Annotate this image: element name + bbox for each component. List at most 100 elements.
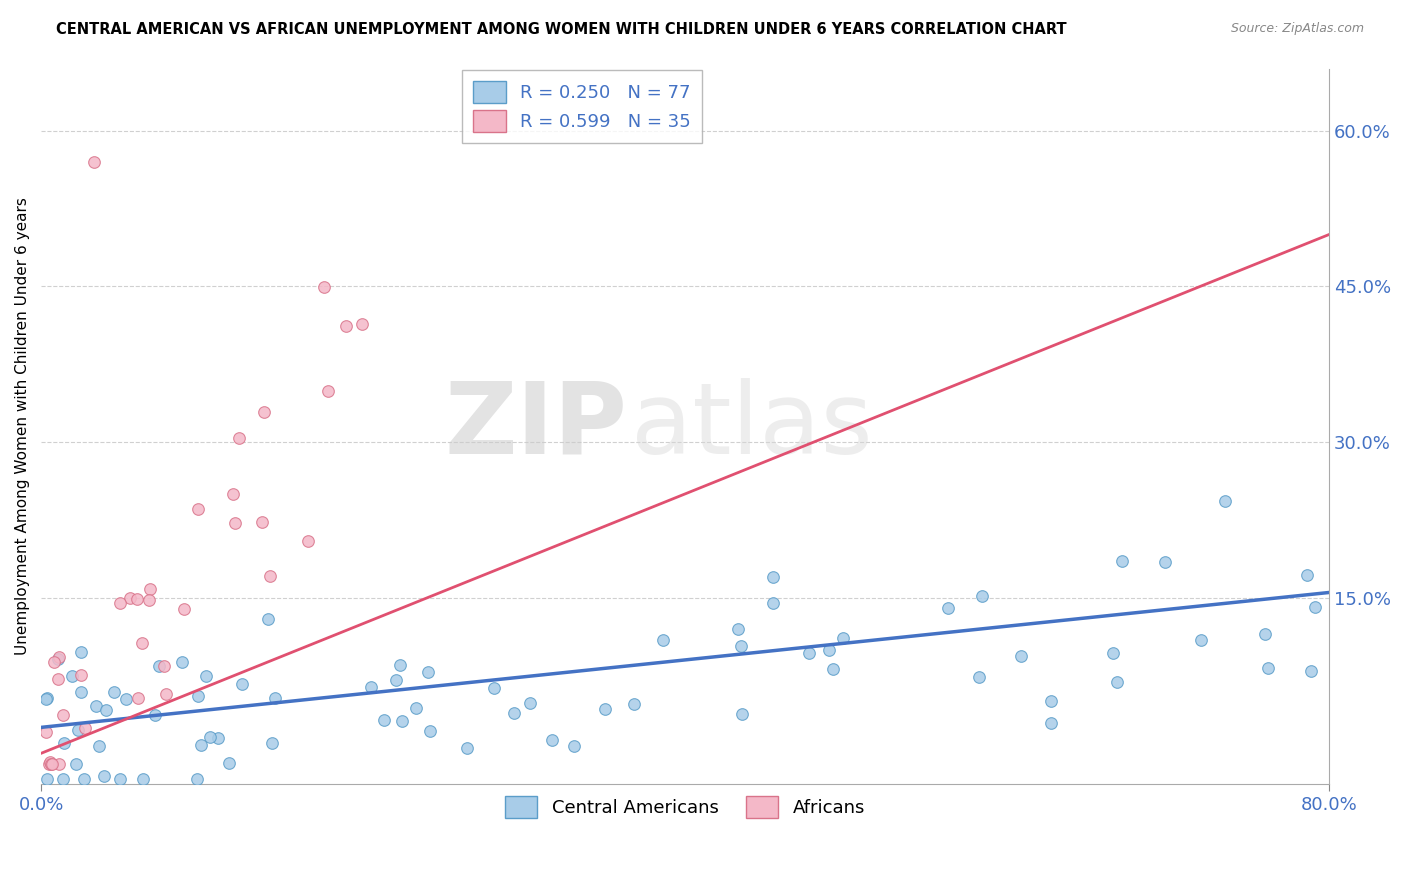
Point — [35, 724, 58, 739]
Point — [651, 632, 673, 647]
Point — [1299, 664, 1322, 678]
Point — [218, 756, 240, 771]
Point — [727, 622, 749, 636]
Point — [385, 673, 408, 687]
Point — [259, 568, 281, 582]
Point — [1254, 627, 1277, 641]
Point — [316, 384, 339, 399]
Point — [936, 601, 959, 615]
Point — [224, 516, 246, 530]
Point — [519, 696, 541, 710]
Point — [389, 657, 412, 672]
Point — [198, 730, 221, 744]
Point — [38, 756, 60, 771]
Point — [83, 155, 105, 169]
Point — [66, 723, 89, 737]
Point — [138, 593, 160, 607]
Point — [70, 645, 93, 659]
Point — [1257, 661, 1279, 675]
Point — [1154, 555, 1177, 569]
Point — [186, 772, 208, 787]
Point — [52, 707, 75, 722]
Point — [391, 714, 413, 729]
Point — [797, 646, 820, 660]
Point — [228, 431, 250, 445]
Point — [1303, 599, 1326, 614]
Point — [127, 591, 149, 606]
Point — [484, 681, 506, 695]
Point — [257, 612, 280, 626]
Point — [46, 673, 69, 687]
Legend: Central Americans, Africans: Central Americans, Africans — [498, 789, 872, 825]
Point — [84, 699, 107, 714]
Point — [456, 741, 478, 756]
Point — [1039, 694, 1062, 708]
Point — [222, 487, 245, 501]
Point — [231, 677, 253, 691]
Point — [139, 582, 162, 596]
Point — [263, 691, 285, 706]
Point — [132, 772, 155, 787]
Point — [48, 650, 70, 665]
Point — [73, 772, 96, 787]
Point — [593, 702, 616, 716]
Point — [60, 669, 83, 683]
Point — [821, 662, 844, 676]
Point — [108, 772, 131, 787]
Point — [143, 708, 166, 723]
Point — [817, 643, 839, 657]
Text: Source: ZipAtlas.com: Source: ZipAtlas.com — [1230, 22, 1364, 36]
Point — [35, 691, 58, 706]
Point — [1105, 675, 1128, 690]
Point — [48, 756, 70, 771]
Point — [730, 639, 752, 653]
Point — [148, 658, 170, 673]
Point — [93, 769, 115, 783]
Point — [1039, 716, 1062, 731]
Point — [832, 631, 855, 645]
Text: ZIP: ZIP — [444, 378, 627, 475]
Point — [70, 668, 93, 682]
Point — [253, 405, 276, 419]
Point — [194, 669, 217, 683]
Point — [127, 691, 149, 706]
Point — [1213, 494, 1236, 508]
Point — [187, 690, 209, 704]
Point — [503, 706, 526, 720]
Point — [260, 735, 283, 749]
Point — [1111, 554, 1133, 568]
Point — [297, 533, 319, 548]
Point — [118, 591, 141, 605]
Point — [1010, 649, 1032, 664]
Point — [108, 596, 131, 610]
Point — [94, 703, 117, 717]
Point — [152, 659, 174, 673]
Y-axis label: Unemployment Among Women with Children Under 6 years: Unemployment Among Women with Children U… — [15, 197, 30, 656]
Point — [170, 655, 193, 669]
Point — [41, 756, 63, 771]
Point — [46, 652, 69, 666]
Point — [350, 317, 373, 331]
Point — [762, 570, 785, 584]
Point — [114, 692, 136, 706]
Point — [103, 685, 125, 699]
Text: atlas: atlas — [631, 378, 873, 475]
Point — [35, 690, 58, 705]
Point — [250, 515, 273, 529]
Point — [52, 772, 75, 787]
Point — [53, 736, 76, 750]
Point — [173, 602, 195, 616]
Point — [39, 756, 62, 771]
Text: CENTRAL AMERICAN VS AFRICAN UNEMPLOYMENT AMONG WOMEN WITH CHILDREN UNDER 6 YEARS: CENTRAL AMERICAN VS AFRICAN UNEMPLOYMENT… — [56, 22, 1067, 37]
Point — [70, 685, 93, 699]
Point — [731, 707, 754, 722]
Point — [373, 714, 395, 728]
Point — [419, 724, 441, 739]
Point — [155, 687, 177, 701]
Point — [207, 731, 229, 745]
Point — [360, 680, 382, 694]
Point — [1102, 646, 1125, 660]
Point — [39, 755, 62, 769]
Point — [405, 701, 427, 715]
Point — [1189, 633, 1212, 648]
